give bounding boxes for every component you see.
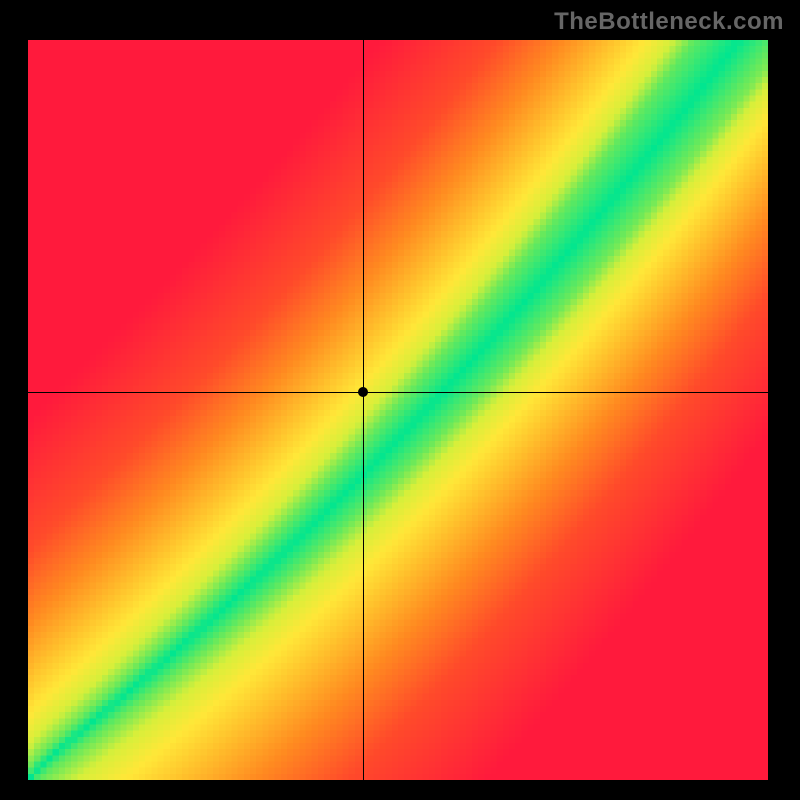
crosshair-vertical	[363, 40, 364, 780]
bottleneck-heatmap	[28, 40, 768, 780]
watermark-text: TheBottleneck.com	[554, 8, 784, 36]
crosshair-horizontal	[28, 392, 768, 393]
